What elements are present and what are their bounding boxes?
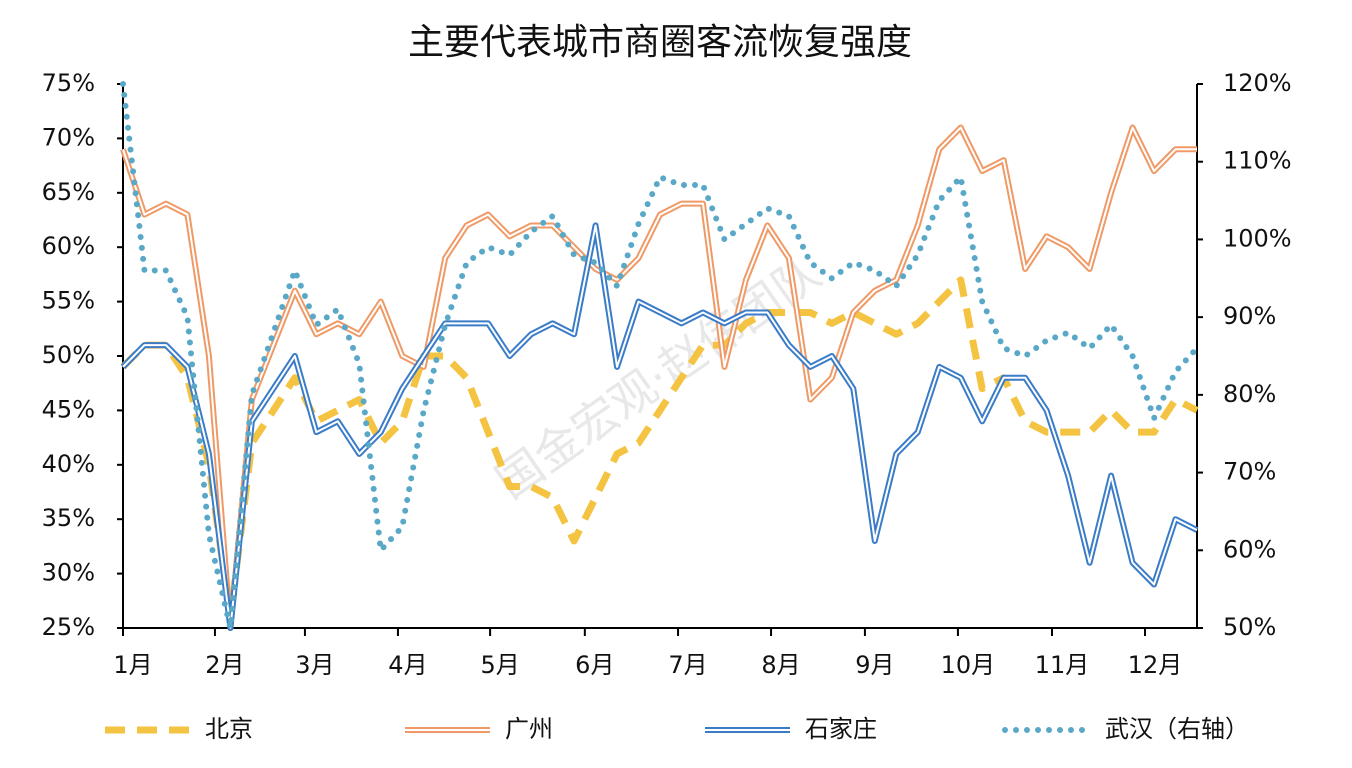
x-tick-label: 8月	[761, 651, 800, 679]
y-tick-label: 55%	[42, 287, 95, 315]
series-line	[120, 276, 1199, 621]
y-tick-label: 75%	[42, 69, 95, 97]
x-tick-label: 10月	[941, 651, 996, 679]
legend-label: 北京	[205, 715, 253, 743]
x-tick-label: 12月	[1128, 651, 1183, 679]
series-line	[120, 81, 1200, 631]
y2-tick-label: 50%	[1223, 613, 1276, 641]
y-tick-label: 50%	[42, 341, 95, 369]
legend-label: 武汉（右轴）	[1105, 715, 1249, 743]
y-tick-label: 30%	[42, 559, 95, 587]
x-tick-label: 2月	[205, 651, 244, 679]
watermark: 国金宏观·赵伟团队	[486, 245, 830, 509]
y-tick-label: 60%	[42, 232, 95, 260]
y-tick-label: 45%	[42, 395, 95, 423]
legend-label: 石家庄	[805, 715, 877, 743]
x-tick-label: 5月	[480, 651, 519, 679]
series-line-core	[122, 224, 1198, 629]
y2-tick-label: 90%	[1223, 302, 1276, 330]
y-tick-label: 65%	[42, 178, 95, 206]
x-tick-label: 6月	[575, 651, 614, 679]
y2-tick-label: 110%	[1223, 147, 1292, 175]
y-tick-label: 40%	[42, 450, 95, 478]
x-tick-label: 1月	[113, 651, 152, 679]
chart-title: 主要代表城市商圈客流恢复强度	[408, 22, 912, 63]
y2-tick-label: 60%	[1223, 535, 1276, 563]
y2-tick-label: 100%	[1223, 224, 1292, 252]
x-tick-label: 3月	[295, 651, 334, 679]
y-tick-label: 70%	[42, 123, 95, 151]
x-tick-label: 9月	[855, 651, 894, 679]
y2-tick-label: 80%	[1223, 380, 1276, 408]
y-tick-label: 25%	[42, 613, 95, 641]
legend-label: 广州	[505, 715, 553, 743]
y2-tick-label: 120%	[1223, 69, 1292, 97]
x-tick-label: 4月	[388, 651, 427, 679]
y2-tick-label: 70%	[1223, 458, 1276, 486]
y-tick-label: 35%	[42, 504, 95, 532]
series-line-core	[122, 126, 1197, 629]
x-tick-label: 7月	[668, 651, 707, 679]
x-tick-label: 11月	[1035, 651, 1090, 679]
